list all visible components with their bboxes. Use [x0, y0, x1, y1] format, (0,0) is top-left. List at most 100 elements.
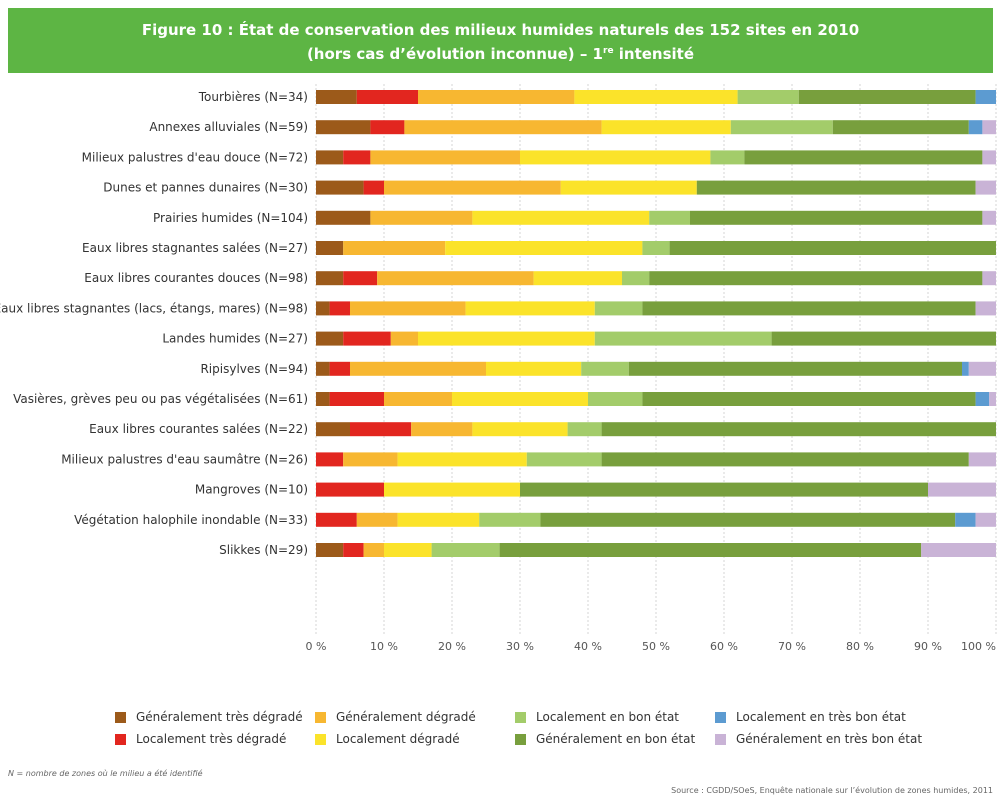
title-line-2: (hors cas d’évolution inconnue) – 1re in…: [8, 41, 993, 65]
bar-segment: [696, 180, 976, 195]
bar-segment: [465, 301, 595, 316]
bar-segment: [982, 120, 996, 135]
bar-segment: [445, 241, 643, 255]
category-label: Végétation halophile inondable (N=33): [74, 513, 308, 527]
bar-segment: [928, 482, 996, 497]
bar-segment: [982, 271, 996, 286]
bar-segment: [520, 482, 928, 497]
legend-swatch: [115, 711, 126, 723]
bar-segment: [581, 361, 629, 376]
bar-segment: [329, 301, 350, 316]
legend-label: Généralement très dégradé: [136, 710, 303, 724]
bar-segment: [520, 150, 711, 165]
bar-segment: [343, 271, 378, 286]
bar-segment: [975, 512, 996, 527]
bar-segment: [982, 150, 996, 165]
bar-segment: [316, 90, 357, 104]
bar-segment: [737, 90, 799, 104]
bar-segment: [316, 452, 344, 467]
bar-segment: [390, 331, 418, 346]
title-line-2-text: (hors cas d’évolution inconnue) – 1: [306, 45, 603, 63]
legend-label: Généralement dégradé: [336, 710, 476, 724]
bar-segment: [771, 331, 996, 346]
bar-segment: [832, 120, 969, 135]
bar-segment: [356, 512, 398, 527]
bar-segment: [404, 120, 602, 135]
category-label: Eaux libres courantes salées (N=22): [89, 422, 308, 436]
bar-segment: [574, 90, 738, 104]
bar-segment: [594, 331, 772, 346]
category-label: Prairies humides (N=104): [153, 211, 308, 225]
bar-segment: [384, 180, 561, 195]
bar-segment: [567, 422, 602, 437]
bar-segment: [418, 90, 575, 104]
bar-segment: [649, 210, 690, 225]
bar-segment: [594, 301, 643, 316]
bar-segment: [316, 543, 344, 557]
bar-segment: [730, 120, 833, 135]
bar-segment: [316, 180, 364, 195]
category-label: Milieux palustres d'eau douce (N=72): [82, 150, 308, 164]
bar-segment: [921, 543, 996, 557]
bar-segment: [601, 452, 969, 467]
legend-label: Localement très dégradé: [136, 732, 287, 746]
bar-segment: [601, 120, 731, 135]
bar-segment: [989, 392, 996, 406]
bar-segment: [316, 120, 371, 135]
category-label: Mangroves (N=10): [195, 483, 308, 497]
bar-segment: [343, 150, 371, 165]
bar-segment: [316, 271, 344, 286]
bar-segment: [669, 241, 996, 255]
x-tick-label: 60 %: [710, 640, 738, 653]
bar-segment: [540, 512, 956, 527]
bar-segment: [975, 301, 996, 316]
bar-segment: [628, 361, 962, 376]
bar-segment: [968, 361, 996, 376]
bar-segment: [350, 361, 486, 376]
category-label: Tourbières (N=34): [198, 90, 308, 104]
bar-segment: [316, 422, 350, 437]
bar-segment: [370, 120, 405, 135]
legend-swatch: [315, 733, 326, 745]
bar-segment: [384, 392, 452, 406]
source-note: Source : CGDD/SOeS, Enquête nationale su…: [671, 786, 993, 795]
bar-segment: [601, 422, 996, 437]
bar-segment: [316, 482, 384, 497]
bar-segment: [316, 512, 357, 527]
bar-segment: [744, 150, 983, 165]
bar-segment: [329, 392, 384, 406]
legend: Généralement très dégradé Généralement dé…: [115, 710, 945, 746]
bar-segment: [452, 392, 588, 406]
bar-segment: [343, 241, 446, 255]
legend-item: Localement très dégradé: [115, 732, 315, 746]
bar-segment: [316, 210, 371, 225]
legend-label: Généralement en bon état: [536, 732, 696, 746]
title-line-1: Figure 10 : État de conservation des mil…: [141, 21, 860, 39]
bar-segment: [975, 392, 990, 406]
legend-label: Localement en bon état: [536, 710, 680, 724]
legend-item: Localement en très bon état: [715, 710, 945, 724]
bar-segment: [622, 271, 650, 286]
bar-segment: [384, 543, 432, 557]
legend-label: Localement en très bon état: [736, 710, 906, 724]
bar-segment: [316, 301, 330, 316]
x-tick-label: 90 %: [914, 640, 942, 653]
bar-segment: [343, 543, 364, 557]
bar-segment: [397, 452, 527, 467]
chart-title: Figure 10 : État de conservation des mil…: [8, 8, 993, 73]
footnote: N = nombre de zones où le milieu a été i…: [8, 769, 203, 778]
bar-segment: [588, 392, 643, 406]
bar-segment: [316, 361, 330, 376]
legend-swatch: [715, 733, 726, 745]
category-label: Landes humides (N=27): [162, 332, 308, 346]
bar-segment: [472, 422, 568, 437]
bar-segment: [384, 482, 520, 497]
bar-segment: [363, 180, 384, 195]
legend-item: Localement en bon état: [515, 710, 715, 724]
bar-segment: [968, 452, 996, 467]
bar-segment: [397, 512, 480, 527]
bar-segment: [955, 512, 976, 527]
bars: [316, 90, 996, 557]
bar-segment: [343, 452, 398, 467]
